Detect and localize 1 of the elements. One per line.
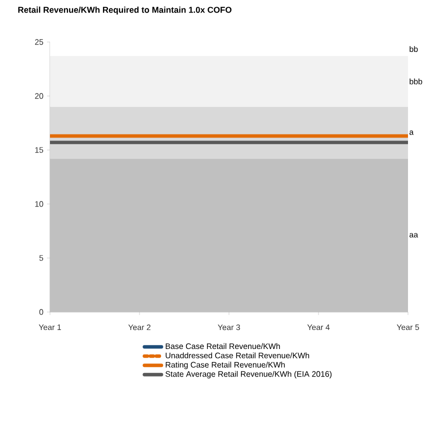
chart-title: Retail Revenue/KWh Required to Maintain 1.0x COFO — [18, 6, 232, 14]
